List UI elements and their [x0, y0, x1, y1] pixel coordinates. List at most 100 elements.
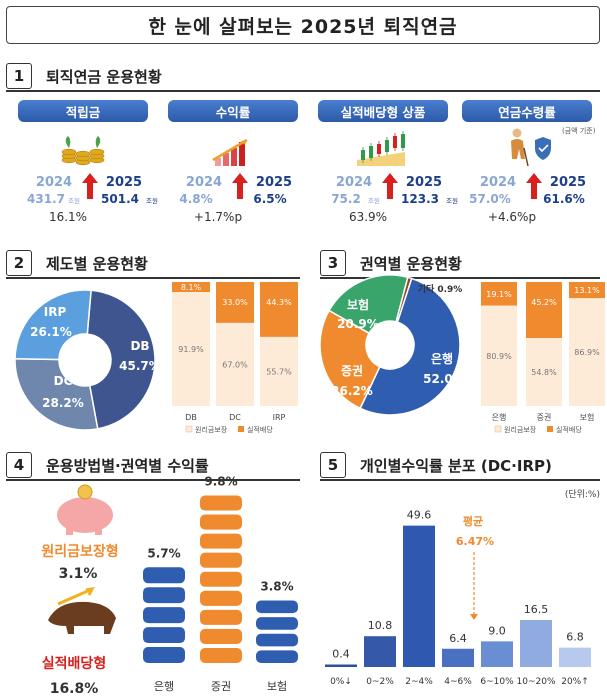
- candle: [369, 146, 373, 158]
- donut-slice-증권: [319, 309, 381, 410]
- section-divider: [320, 479, 600, 481]
- x-tick-label: 은행: [492, 412, 507, 422]
- card-title: 적립금: [18, 100, 148, 122]
- section-5-header: 5 개인별수익률 분포 (DC·IRP): [320, 452, 600, 478]
- bar-segment-증권: [200, 628, 242, 644]
- x-tick-label: 0~2%: [366, 677, 394, 687]
- bar-2~4%: [403, 525, 435, 667]
- candlestick-chart-icon: [357, 131, 405, 166]
- up-arrow-icon: [382, 173, 398, 199]
- x-tick-label: 10~20%: [517, 677, 556, 687]
- candle: [401, 134, 405, 148]
- x-tick-label: IRP: [273, 413, 286, 422]
- section-title: 개인별수익률 분포 (DC·IRP): [360, 456, 552, 475]
- up-arrow-icon: [232, 173, 248, 199]
- bar-label-performance: 33.0%: [222, 298, 248, 307]
- candle: [361, 150, 365, 160]
- unit-note: (단위:%): [565, 489, 600, 500]
- bar-performance: [172, 282, 210, 293]
- year-prev: 2024: [480, 175, 516, 190]
- bar: [239, 142, 245, 166]
- check: [538, 144, 549, 153]
- year-prev: 2024: [186, 175, 222, 190]
- candle: [385, 140, 389, 152]
- bar-segment-은행: [143, 607, 185, 624]
- change-value: +4.6%p: [488, 210, 536, 224]
- x-tick-label: 증권: [211, 680, 231, 693]
- bar-segment-보험: [256, 633, 298, 647]
- unit-curr: 조원: [146, 196, 158, 205]
- year-curr: 2025: [106, 175, 142, 190]
- piggy-leg: [95, 526, 102, 535]
- bar-segment-은행: [143, 647, 185, 663]
- x-tick-label: 0%↓: [330, 677, 352, 687]
- bar-segment-증권: [200, 552, 242, 568]
- legend-label: 원리금보장: [195, 425, 228, 434]
- slice-label-other: 기타 0.9%: [418, 283, 463, 295]
- section-title: 퇴직연금 운용현황: [46, 67, 162, 86]
- bar-0%↓: [325, 664, 357, 667]
- section-title: 제도별 운용현황: [46, 254, 148, 273]
- trend-arrow: [212, 138, 248, 162]
- section-1-header: 1 퇴직연금 운용현황: [6, 63, 600, 89]
- section-number: 3: [320, 250, 346, 276]
- legend-label: 실적배당: [556, 425, 582, 434]
- coin: [75, 150, 91, 158]
- elderly-person-shield-icon: [511, 128, 551, 167]
- growth-arrow-icon: [57, 587, 95, 606]
- donut-slice-DC: [14, 357, 99, 431]
- piggy-leg: [66, 526, 73, 535]
- change-value: 63.9%: [349, 210, 387, 224]
- bar-guaranteed: [172, 292, 210, 406]
- bar-segment-보험: [256, 600, 298, 614]
- bar-value-label: 0.4: [332, 648, 350, 661]
- slice-name: 보험: [347, 297, 369, 312]
- x-tick-label: 2~4%: [405, 677, 433, 687]
- unit-prev: 조원: [368, 196, 380, 205]
- bar-segment-보험: [256, 617, 298, 630]
- bull-icon: [48, 601, 116, 634]
- bar-segment-증권: [200, 495, 242, 511]
- slice-name: 증권: [341, 364, 363, 378]
- guaranteed-label: 원리금보장형: [41, 543, 118, 560]
- bar-label-performance: 13.1%: [574, 286, 600, 295]
- value-curr: 123.3: [401, 192, 439, 206]
- bar-value-label: 6.8: [566, 631, 584, 644]
- x-tick-label: 증권: [537, 412, 552, 422]
- bar-performance: [569, 282, 605, 299]
- value-curr: 6.5%: [253, 192, 286, 206]
- performance-value: 16.8%: [50, 681, 99, 697]
- bar-value-label: 16.5: [524, 603, 549, 616]
- x-tick-label: 보험: [580, 413, 595, 422]
- bar-4~6%: [442, 648, 474, 667]
- section-number: 5: [320, 452, 346, 478]
- section-divider: [6, 277, 300, 279]
- year-curr: 2025: [406, 175, 442, 190]
- bar-value-label: 10.8: [368, 619, 393, 632]
- unit-prev: 조원: [68, 196, 80, 205]
- bar-performance: [216, 282, 254, 323]
- page-title: 한 눈에 살펴보는 2025년 퇴직연금: [6, 6, 600, 44]
- bar-guaranteed: [526, 338, 562, 406]
- average-value: 6.47%: [456, 535, 494, 548]
- change-value: 16.1%: [49, 210, 87, 224]
- section-divider: [320, 277, 600, 279]
- year-prev: 2024: [36, 175, 72, 190]
- bar-value-label: 49.6: [407, 509, 432, 522]
- bar-segment-보험: [256, 650, 298, 663]
- coin-icon: [77, 484, 93, 500]
- legend-swatch: [238, 426, 244, 432]
- bar-10~20%: [520, 619, 552, 667]
- card-title: 실적배당형 상품: [318, 100, 448, 122]
- donut-slice-은행: [359, 277, 461, 416]
- leaf: [65, 136, 101, 148]
- bar-segment-증권: [200, 590, 242, 606]
- head: [512, 128, 522, 138]
- section-2-header: 2 제도별 운용현황: [6, 250, 300, 276]
- coins-plant-icon: [61, 136, 105, 166]
- body: [511, 139, 525, 159]
- average-arrowhead: [470, 614, 478, 620]
- legend-swatch: [547, 426, 553, 432]
- piggy-bank-icon: [57, 497, 113, 533]
- year-curr: 2025: [550, 175, 586, 190]
